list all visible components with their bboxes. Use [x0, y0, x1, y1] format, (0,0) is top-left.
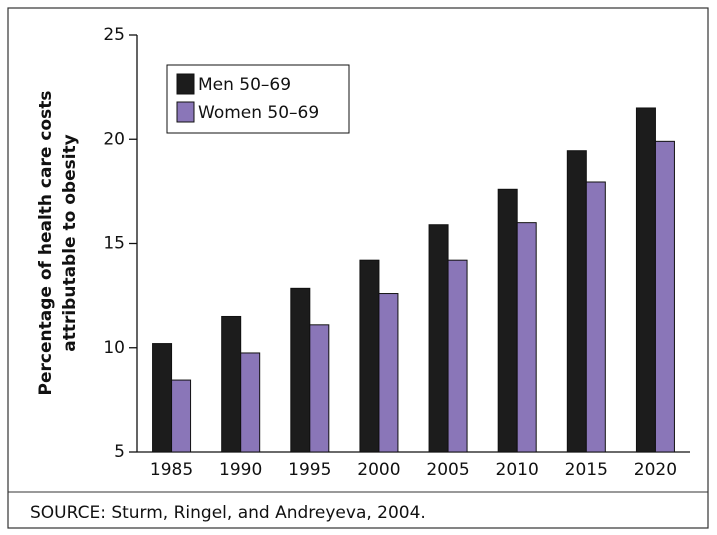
x-tick-label: 2010 — [496, 460, 539, 480]
y-tick-label: 25 — [103, 25, 125, 45]
bar — [497, 188, 518, 453]
y-tick-label: 10 — [103, 338, 125, 358]
x-tick-label: 2005 — [426, 460, 469, 480]
frame — [7, 7, 709, 529]
y-axis-label-line: Percentage of health care costs — [36, 91, 56, 396]
bar — [240, 352, 261, 453]
x-tick-label: 1990 — [219, 460, 262, 480]
bar — [221, 315, 242, 453]
x-tick-label: 2000 — [357, 460, 400, 480]
legend-box — [166, 64, 350, 134]
bar — [378, 293, 399, 453]
source-note: SOURCE: Sturm, Ringel, and Andreyeva, 20… — [30, 503, 426, 523]
legend-label: Women 50–69 — [198, 103, 319, 123]
bar — [171, 379, 192, 453]
x-tick-label: 2020 — [634, 460, 677, 480]
bar — [428, 224, 449, 453]
bar — [359, 259, 380, 453]
x-tick-label: 2015 — [565, 460, 608, 480]
bar — [516, 222, 537, 453]
bar — [585, 181, 606, 453]
bar — [309, 324, 330, 453]
x-tick-label: 1995 — [288, 460, 331, 480]
bar — [654, 140, 675, 453]
bar — [290, 287, 311, 453]
bar — [152, 343, 173, 453]
bar — [447, 259, 468, 453]
y-axis-label: Percentage of health care costs attribut… — [36, 91, 80, 396]
legend-label: Men 50–69 — [198, 75, 291, 95]
bar — [635, 107, 656, 453]
y-axis-label-line: attributable to obesity — [60, 134, 80, 352]
y-tick-label: 5 — [114, 442, 125, 462]
legend-swatch — [176, 73, 195, 95]
y-tick-label: 15 — [103, 234, 125, 254]
legend-swatch — [176, 101, 195, 123]
bar — [566, 150, 587, 453]
y-tick-label: 20 — [103, 129, 125, 149]
x-tick-label: 1985 — [150, 460, 193, 480]
